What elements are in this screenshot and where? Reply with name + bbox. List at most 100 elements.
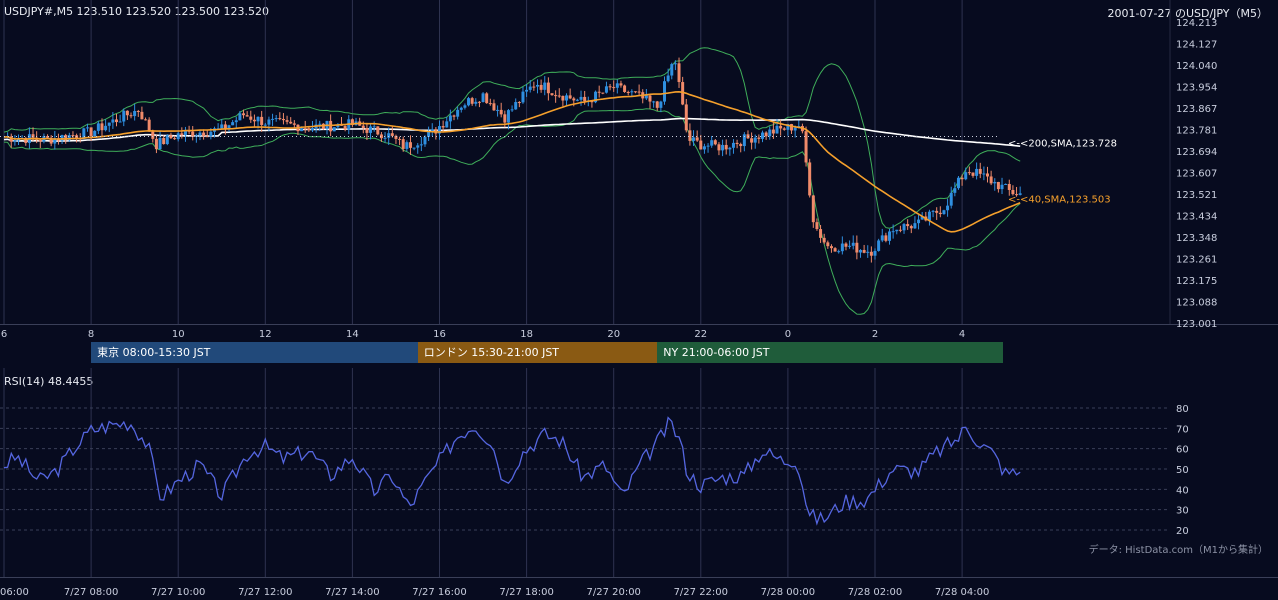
candle-body: [151, 131, 155, 139]
candle-body: [786, 124, 790, 130]
candle-body: [993, 181, 997, 184]
candle-body: [300, 128, 304, 132]
candle-body: [735, 142, 739, 145]
candle-body: [608, 86, 612, 88]
candle-body: [147, 119, 151, 132]
candle-body: [906, 224, 910, 227]
candle-body: [851, 242, 855, 246]
candle-body: [808, 162, 812, 196]
candle-body: [953, 188, 957, 193]
candle-body: [310, 128, 314, 131]
candle-body: [285, 120, 289, 122]
rsi-tick-label: 60: [1176, 445, 1189, 456]
candle-body: [931, 210, 935, 212]
candle-body: [202, 132, 206, 137]
candle-body: [601, 92, 605, 94]
candle-body: [557, 95, 561, 97]
candle-body: [220, 124, 224, 129]
candle-body: [702, 146, 706, 150]
rsi-time-tick-label: 7/27 16:00: [412, 587, 466, 598]
rsi-axis: 20 30 40 50 60 70 80: [1176, 404, 1189, 537]
candle-body: [525, 89, 529, 92]
candle-body: [256, 116, 260, 122]
candle-body: [684, 104, 688, 131]
candle-body: [888, 231, 892, 241]
candle-body: [782, 128, 786, 130]
candle-body: [133, 111, 137, 117]
candle-body: [53, 138, 57, 144]
candle-body: [467, 98, 471, 106]
candle-body: [1000, 184, 1004, 190]
sma40-line: [3, 90, 1021, 233]
candle-body: [140, 111, 144, 120]
sma200-line: [3, 117, 1021, 147]
price-tick-label: 123.175: [1176, 276, 1217, 287]
candle-body: [873, 250, 877, 256]
candle-body: [448, 115, 452, 122]
rsi-grid: [0, 368, 1278, 578]
time-tick-label: 0: [785, 329, 791, 340]
candle-body: [717, 144, 721, 151]
candle-body: [633, 91, 637, 93]
candle-body: [474, 101, 478, 104]
price-chart: 124.213 124.127 124.040 123.954 123.867 123.7…: [0, 0, 1278, 340]
candle-body: [956, 177, 960, 189]
candle-body: [390, 133, 394, 136]
candle-body: [180, 133, 184, 136]
candle-body: [1011, 189, 1015, 195]
candle-body: [946, 205, 950, 211]
candle-body: [485, 93, 489, 104]
candle-body: [630, 91, 634, 93]
candle-body: [521, 91, 525, 103]
candle-body: [862, 249, 866, 253]
candle-body: [575, 99, 579, 101]
rsi-tick-label: 40: [1176, 485, 1189, 496]
candle-body: [271, 118, 275, 120]
candle-body: [503, 114, 507, 123]
price-tick-label: 123.954: [1176, 82, 1217, 93]
session-1: ロンドン 15:30-21:00 JST: [417, 342, 658, 363]
candle-body: [986, 173, 990, 177]
candle-body: [583, 96, 587, 102]
candle-body: [1007, 183, 1011, 190]
candle-body: [227, 125, 231, 130]
candle-body: [369, 126, 373, 133]
candle-body: [176, 133, 180, 140]
candle-body: [666, 75, 670, 82]
candle-body: [913, 223, 917, 229]
candle-body: [376, 126, 380, 135]
time-tick-label: 6: [1, 329, 7, 340]
symbol-quote: USDJPY#,M5 123.510 123.520 123.500 123.5…: [4, 5, 269, 18]
candle-body: [920, 216, 924, 220]
candle-body: [938, 212, 942, 215]
candle-body: [935, 210, 939, 213]
candle-body: [655, 101, 659, 108]
candle-body: [833, 248, 837, 252]
candle-body: [757, 137, 761, 139]
candle-body: [274, 118, 278, 120]
sma200-path: [3, 117, 1021, 147]
candle-body: [760, 132, 764, 139]
candle-body: [1018, 193, 1022, 195]
candle-body: [626, 91, 630, 93]
candle-body: [565, 95, 569, 101]
candle-body: [169, 135, 173, 139]
candle-body: [978, 168, 982, 174]
candle-body: [463, 105, 467, 108]
time-axis: 6 8 10 12 14 16 18 20 22 0 2 4: [1, 329, 965, 340]
candle-body: [597, 91, 601, 93]
candle-body: [71, 135, 75, 137]
price-tick-label: 123.781: [1176, 125, 1217, 136]
candle-body: [724, 144, 728, 150]
candle-body: [706, 145, 710, 147]
candle-body: [122, 110, 126, 122]
price-axis: 124.213 124.127 124.040 123.954 123.867 123.7…: [1176, 18, 1217, 330]
rsi-tick-label: 50: [1176, 465, 1189, 476]
candle-body: [902, 224, 906, 231]
rsi-time-tick-label: 7/28 02:00: [848, 587, 902, 598]
price-tick-label: 123.001: [1176, 319, 1217, 330]
candle-body: [82, 128, 86, 139]
candle-body: [858, 249, 862, 253]
candle-body: [829, 246, 833, 249]
candle-body: [234, 120, 238, 123]
